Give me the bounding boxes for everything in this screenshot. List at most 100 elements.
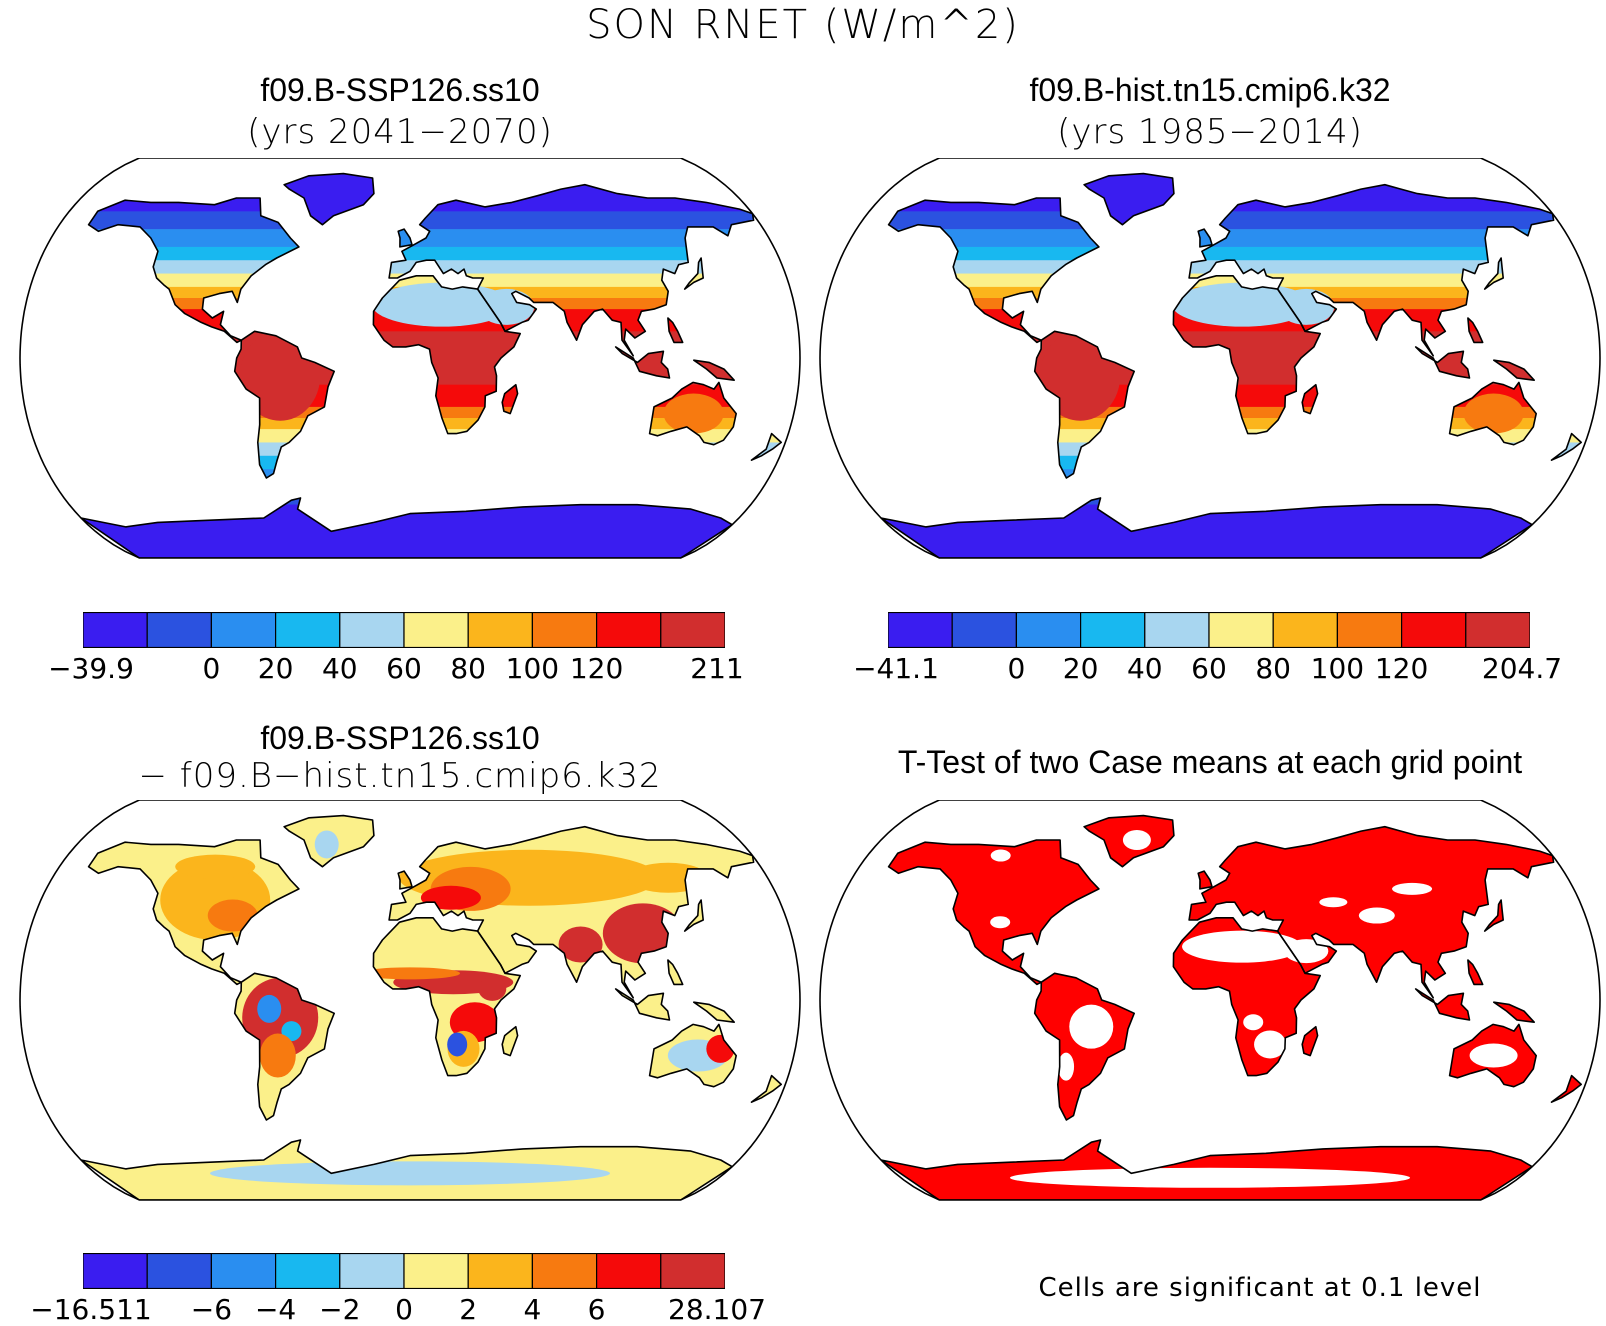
- coastline: [1172, 917, 1321, 1077]
- field-patch: [281, 1021, 302, 1042]
- nonsignificant-patch: [1122, 830, 1151, 850]
- colorbar-swatch: [660, 1252, 726, 1290]
- colorbar-label: −6: [190, 1293, 233, 1326]
- coastline: [80, 497, 733, 558]
- colorbar-label: 20: [257, 652, 294, 685]
- field-patch: [628, 862, 709, 893]
- colorbar-label: 80: [450, 652, 487, 685]
- colorbar-swatch: [339, 1252, 405, 1290]
- coastline: [880, 497, 1533, 558]
- field-patch: [478, 288, 535, 325]
- panel2-map: [819, 158, 1601, 559]
- field-patch: [420, 885, 481, 910]
- coastline: [233, 972, 335, 1121]
- nonsignificant-patch: [990, 916, 1011, 929]
- field-patch: [242, 977, 319, 1058]
- colorbar-label: 0: [1007, 652, 1026, 685]
- colorbar-swatch: [467, 611, 534, 649]
- panel2-subtitle: (yrs 1985−2014): [1057, 112, 1363, 152]
- colorbar-label: 80: [1255, 652, 1292, 685]
- coastline: [750, 432, 782, 461]
- colorbar-label: 60: [1191, 652, 1227, 685]
- colorbar-swatch: [660, 611, 726, 649]
- field-patch: [284, 173, 374, 225]
- colorbar-label: 40: [321, 652, 358, 685]
- panel1-title: f09.B-SSP126.ss10: [260, 72, 540, 108]
- colorbar-label: −4: [254, 1293, 297, 1326]
- panel4-map: [819, 800, 1601, 1201]
- field-patch: [207, 899, 258, 932]
- map-border: [819, 800, 1601, 1201]
- colorbar-label: −41.1: [853, 652, 939, 685]
- colorbar-swatch: [1080, 611, 1146, 649]
- coastline: [693, 359, 735, 381]
- colorbar-swatch: [82, 611, 148, 649]
- coastline: [648, 1023, 737, 1088]
- panel3-subtitle: − f09.B−hist.tn15.cmip6.k32: [138, 756, 662, 796]
- field-patch: [1040, 330, 1121, 421]
- colorbar-label: 20: [1062, 652, 1099, 685]
- colorbar-swatch: [403, 611, 469, 649]
- coastline: [372, 917, 521, 1077]
- map-border: [19, 158, 801, 559]
- colorbar-label: 120: [1374, 652, 1429, 685]
- field-band: [81, 211, 782, 230]
- colorbar-label: −2: [319, 1293, 361, 1326]
- nonsignificant-patch: [1010, 1167, 1410, 1188]
- nonsignificant-patch: [1058, 1052, 1075, 1081]
- nonsignificant-patch: [1392, 882, 1433, 895]
- nonsignificant-patch: [1182, 930, 1303, 963]
- coastline: [1033, 972, 1135, 1121]
- field-band: [881, 486, 1582, 506]
- field-band: [81, 486, 782, 506]
- main-title: SON RNET (W/m^2): [586, 2, 1020, 48]
- coastline: [233, 330, 335, 479]
- map-clip: [81, 815, 782, 1200]
- field-patch: [1278, 288, 1335, 325]
- coastline: [1467, 959, 1484, 986]
- panel2-title: f09.B-hist.tn15.cmip6.k32: [1029, 72, 1391, 108]
- panel2-colorbar-swatches: [887, 611, 1531, 649]
- colorbar-swatch: [531, 1252, 598, 1290]
- land-fill: [881, 173, 1582, 558]
- field-patch: [175, 854, 256, 879]
- colorbar-swatch: [146, 1252, 212, 1290]
- field-band: [81, 429, 782, 443]
- coastline: [1483, 899, 1504, 932]
- colorbar-swatch: [146, 611, 212, 649]
- field-band: [881, 442, 1582, 457]
- field-band: [81, 229, 782, 248]
- coastline: [501, 383, 519, 415]
- map-border: [819, 158, 1601, 559]
- coastline: [1467, 317, 1484, 344]
- panel3-colorbar: [82, 1252, 726, 1290]
- field-patch: [1172, 282, 1313, 327]
- coastline: [1414, 346, 1471, 379]
- panel4-title: T-Test of two Case means at each grid po…: [897, 744, 1523, 780]
- panel3-title: f09.B-SSP126.ss10: [260, 720, 540, 756]
- field-band: [881, 815, 1582, 1200]
- field-band: [881, 211, 1582, 230]
- colorbar-label: 211: [690, 652, 744, 685]
- coastline: [880, 1139, 1533, 1200]
- coastline: [1301, 1025, 1319, 1057]
- colorbar-label: 100: [505, 652, 560, 685]
- colorbar-label: 0: [395, 1293, 413, 1326]
- map-border: [19, 800, 801, 1201]
- coastline: [1448, 1023, 1537, 1088]
- panel2-colorbar-labels: −41.1 0 20 40 60 80 100 120 204.7: [853, 652, 1562, 686]
- coastline: [648, 381, 737, 446]
- field-band: [81, 331, 782, 386]
- coastline: [667, 317, 684, 344]
- coastline: [1550, 1074, 1582, 1103]
- coastline: [87, 197, 300, 344]
- coastline: [1083, 172, 1175, 226]
- colorbar-label: −16.511: [30, 1293, 152, 1326]
- coastline: [1033, 330, 1135, 479]
- coastline: [1301, 383, 1319, 415]
- field-band: [81, 246, 782, 261]
- colorbar-swatch: [275, 611, 341, 649]
- colorbar-swatch: [595, 611, 662, 649]
- nonsignificant-patch: [1254, 1030, 1287, 1059]
- nonsignificant-patch: [1358, 907, 1395, 924]
